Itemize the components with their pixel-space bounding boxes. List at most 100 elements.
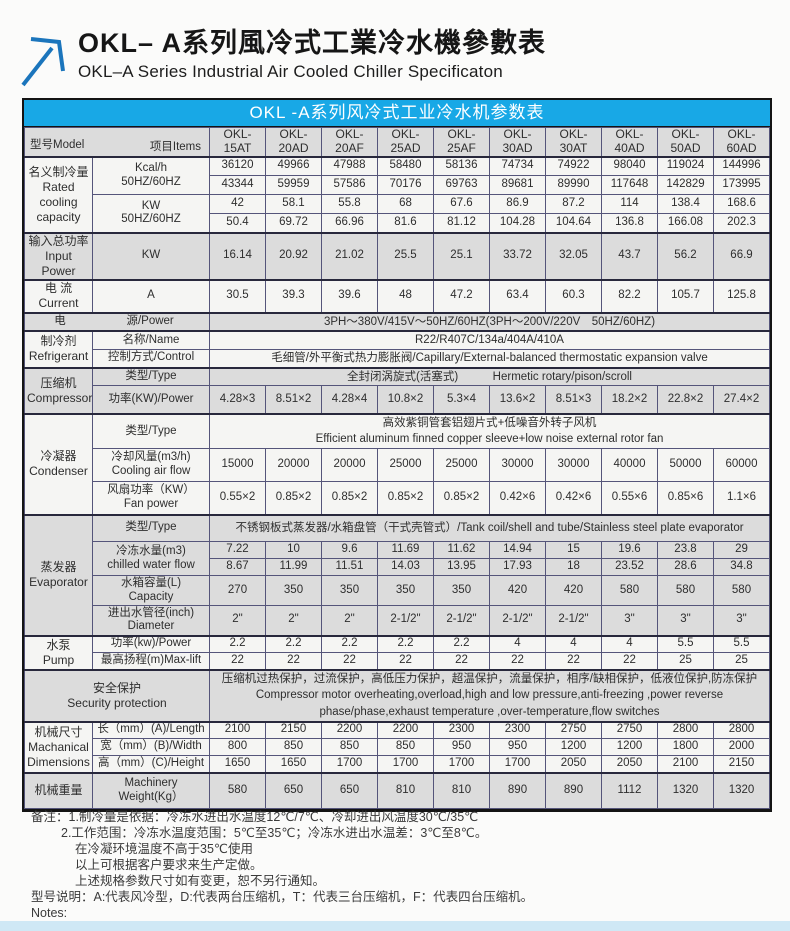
item-label: 功率(KW)/Power xyxy=(92,385,210,415)
value-cell: 2800 xyxy=(713,720,770,740)
spec-table: OKL -A系列风冷式工业冷水机参数表 型号Model 项目Items OKL- 15… xyxy=(22,98,772,813)
value-cell: 890 xyxy=(489,771,546,810)
value-cell: 58480 xyxy=(377,155,434,177)
value-cell: 350 xyxy=(433,575,490,607)
value-cell: 25.5 xyxy=(377,231,434,281)
value-cell: 2150 xyxy=(265,720,322,740)
section-label: 冷凝器 Condenser xyxy=(24,412,93,516)
value-cell: 25000 xyxy=(377,448,434,483)
value-cell: 39.6 xyxy=(321,278,378,314)
value-cell: 39.3 xyxy=(265,278,322,314)
value-cell: 50.4 xyxy=(209,213,266,234)
value-cell: 650 xyxy=(265,771,322,810)
model-header: OKL- 20AD xyxy=(265,126,322,158)
value-cell: 2-1/2" xyxy=(489,605,546,637)
value-cell: 58136 xyxy=(433,155,490,177)
value-cell: 25000 xyxy=(433,448,490,483)
value-cell: 2750 xyxy=(545,720,602,740)
item-label: 高（mm）(C)/Height xyxy=(92,755,210,774)
value-cell: 67.6 xyxy=(433,194,490,215)
value-cell: 50000 xyxy=(657,448,714,483)
value-cell: 1320 xyxy=(657,771,714,810)
value-cell: 74734 xyxy=(489,155,546,177)
spec-text: 3PH～380V/415V～50HZ/60HZ(3PH～200V/220V 50… xyxy=(209,311,770,332)
value-cell: 1.1×6 xyxy=(713,481,770,516)
value-cell: 3" xyxy=(657,605,714,637)
value-cell: 30.5 xyxy=(209,278,266,314)
value-cell: 168.6 xyxy=(713,194,770,215)
model-header: OKL- 25AD xyxy=(377,126,434,158)
value-cell: 82.2 xyxy=(601,278,658,314)
value-cell: 89990 xyxy=(545,175,602,196)
value-cell: 11.51 xyxy=(321,558,378,577)
value-cell: 69.72 xyxy=(265,213,322,234)
value-cell: 105.7 xyxy=(657,278,714,314)
value-cell: 16.14 xyxy=(209,231,266,281)
value-cell: 580 xyxy=(601,575,658,607)
value-cell: 142829 xyxy=(657,175,714,196)
section-label: 安全保护 Security protection xyxy=(24,668,210,723)
value-cell: 2800 xyxy=(657,720,714,740)
item-label: 长（mm）(A)/Length xyxy=(92,720,210,740)
value-cell: 30000 xyxy=(545,448,602,483)
model-header: OKL- 30AT xyxy=(545,126,602,158)
value-cell: 144996 xyxy=(713,155,770,177)
corner-items-label: 项目Items xyxy=(149,140,201,153)
item-label: 控制方式/Control xyxy=(92,348,210,369)
value-cell: 850 xyxy=(265,738,322,757)
value-cell: 350 xyxy=(265,575,322,607)
spec-text: 不锈钢板式蒸发器/水箱盘管（干式壳管式）/Tank coil/shell and… xyxy=(209,513,770,543)
item-label: Kcal/h 50HZ/60HZ xyxy=(92,155,210,196)
value-cell: 2100 xyxy=(657,755,714,774)
model-header: OKL- 60AD xyxy=(713,126,770,158)
section-label: 机械重量 xyxy=(24,771,93,810)
value-cell: 2000 xyxy=(713,738,770,757)
item-label: 进出水管径(inch) Diameter xyxy=(92,605,210,637)
value-cell: 98040 xyxy=(601,155,658,177)
value-cell: 2.2 xyxy=(265,634,322,654)
value-cell: 22 xyxy=(321,652,378,671)
value-cell: 7.22 xyxy=(209,541,266,560)
value-cell: 0.55×6 xyxy=(601,481,658,516)
value-cell: 59959 xyxy=(265,175,322,196)
value-cell: 104.64 xyxy=(545,213,602,234)
value-cell: 173995 xyxy=(713,175,770,196)
value-cell: 2300 xyxy=(489,720,546,740)
item-label: 最高扬程(m)Max-lift xyxy=(92,652,210,671)
value-cell: 66.9 xyxy=(713,231,770,281)
bottom-strip xyxy=(0,921,790,931)
item-label: 名称/Name xyxy=(92,330,210,350)
value-cell: 950 xyxy=(489,738,546,757)
value-cell: 8.51×2 xyxy=(265,385,322,415)
value-cell: 2200 xyxy=(321,720,378,740)
value-cell: 950 xyxy=(433,738,490,757)
notes-section: 备注：1.制冷量是依据：冷冻水进出水温度12℃/7℃、冷却进出风温度30℃/35… xyxy=(31,809,533,921)
value-cell: 270 xyxy=(209,575,266,607)
value-cell: 18.2×2 xyxy=(601,385,658,415)
page-header: OKL– A系列風冷式工業冷水機參數表 OKL–A Series Industr… xyxy=(18,28,546,90)
item-label: 冷却风量(m3/h) Cooling air flow xyxy=(92,448,210,483)
section-label: 输入总功率 Input Power xyxy=(24,231,93,281)
item-label: 宽（mm）(B)/Width xyxy=(92,738,210,757)
value-cell: 4.28×4 xyxy=(321,385,378,415)
table-title: OKL -A系列风冷式工业冷水机参数表 xyxy=(24,100,770,127)
power-source-label: 电 源/Power xyxy=(24,311,210,332)
note-line: 备注：1.制冷量是依据：冷冻水进出水温度12℃/7℃、冷却进出风温度30℃/35… xyxy=(31,810,479,824)
value-cell: 1650 xyxy=(265,755,322,774)
value-cell: 22.8×2 xyxy=(657,385,714,415)
value-cell: 2100 xyxy=(209,720,266,740)
value-cell: 57586 xyxy=(321,175,378,196)
value-cell: 28.6 xyxy=(657,558,714,577)
note-line: 上述规格参数尺寸如有变更，恕不另行通知。 xyxy=(75,874,326,888)
value-cell: 42 xyxy=(209,194,266,215)
value-cell: 136.8 xyxy=(601,213,658,234)
model-header: OKL- 30AD xyxy=(489,126,546,158)
item-label: 风扇功率（KW） Fan power xyxy=(92,481,210,516)
item-label: 类型/Type xyxy=(92,513,210,543)
item-label: 水箱容量(L) Capacity xyxy=(92,575,210,607)
value-cell: 0.42×6 xyxy=(489,481,546,516)
value-cell: 34.8 xyxy=(713,558,770,577)
value-cell: 36120 xyxy=(209,155,266,177)
value-cell: 1200 xyxy=(601,738,658,757)
brand-arrow-icon xyxy=(18,28,72,90)
